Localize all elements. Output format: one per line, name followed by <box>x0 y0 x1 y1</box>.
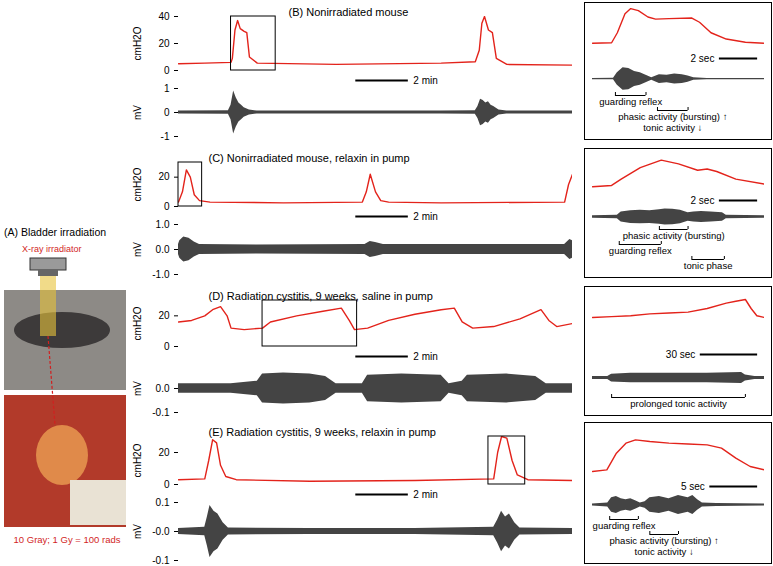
svg-text:mV: mV <box>132 381 143 396</box>
svg-text:(B) Nonirradiated mouse: (B) Nonirradiated mouse <box>289 6 409 18</box>
svg-text:(D) Radiation cystitis, 9 week: (D) Radiation cystitis, 9 weeks, saline … <box>209 290 433 302</box>
svg-text:-1.0: -1.0 <box>152 269 170 280</box>
svg-text:30 sec: 30 sec <box>666 349 695 360</box>
svg-text:tonic phase: tonic phase <box>684 260 733 271</box>
svg-text:1: 1 <box>164 83 170 94</box>
svg-text:20: 20 <box>158 171 170 182</box>
svg-text:mV: mV <box>132 105 143 120</box>
svg-text:prolonged tonic activity: prolonged tonic activity <box>630 398 727 409</box>
svg-text:0: 0 <box>164 65 170 76</box>
html-text:(A) Bladder irradiation: (A) Bladder irradiation <box>4 226 107 238</box>
svg-text:2 sec: 2 sec <box>690 195 714 206</box>
svg-text:0.1: 0.1 <box>156 497 170 508</box>
svg-text:20: 20 <box>158 310 170 321</box>
svg-text:-0.1: -0.1 <box>152 555 170 566</box>
svg-text:(C) Nonirradiated mouse, relax: (C) Nonirradiated mouse, relaxin in pump <box>209 152 410 164</box>
svg-text:tonic activity ↓: tonic activity ↓ <box>635 546 694 557</box>
svg-text:guarding reflex: guarding reflex <box>593 520 656 531</box>
svg-text:2 sec: 2 sec <box>690 53 714 64</box>
svg-text:guarding reflex: guarding reflex <box>599 96 662 107</box>
svg-text:0: 0 <box>164 107 170 118</box>
svg-text:0: 0 <box>164 201 170 212</box>
svg-text:0.0: 0.0 <box>156 383 170 394</box>
html-text:10 Gray; 1 Gy = 100 rads: 10 Gray; 1 Gy = 100 rads <box>13 534 121 545</box>
svg-text:phasic activity (bursting) ↑: phasic activity (bursting) ↑ <box>610 535 719 546</box>
svg-text:1.0: 1.0 <box>156 219 170 230</box>
svg-text:mV: mV <box>132 524 143 539</box>
svg-text:0: 0 <box>164 341 170 352</box>
svg-text:(E) Radiation cystitis, 9 week: (E) Radiation cystitis, 9 weeks, relaxin… <box>209 426 436 438</box>
svg-text:phasic activity (bursting) ↑: phasic activity (bursting) ↑ <box>618 111 727 122</box>
svg-text:guarding reflex: guarding reflex <box>609 245 672 256</box>
svg-text:-0.0: -0.0 <box>152 526 170 537</box>
svg-text:mV: mV <box>132 242 143 257</box>
svg-text:tonic activity ↓: tonic activity ↓ <box>643 122 702 133</box>
svg-text:40: 40 <box>158 11 170 22</box>
svg-text:cmH2O: cmH2O <box>132 26 143 60</box>
svg-text:20: 20 <box>158 447 170 458</box>
svg-text:5 sec: 5 sec <box>681 481 705 492</box>
svg-text:2 min: 2 min <box>413 351 437 362</box>
svg-text:2 min: 2 min <box>413 211 437 222</box>
svg-text:cmH2O: cmH2O <box>132 306 143 340</box>
svg-text:20: 20 <box>158 38 170 49</box>
svg-text:phasic activity (bursting): phasic activity (bursting) <box>623 230 725 241</box>
svg-text:2 min: 2 min <box>413 489 437 500</box>
svg-text:cmH2O: cmH2O <box>132 443 143 477</box>
svg-text:2 min: 2 min <box>413 75 437 86</box>
svg-text:0.0: 0.0 <box>156 244 170 255</box>
svg-text:cmH2O: cmH2O <box>132 167 143 201</box>
svg-text:-0.1: -0.1 <box>152 407 170 418</box>
svg-text:0: 0 <box>164 479 170 490</box>
svg-text:-1: -1 <box>161 131 170 142</box>
html-text:X-ray irradiator: X-ray irradiator <box>22 244 82 254</box>
